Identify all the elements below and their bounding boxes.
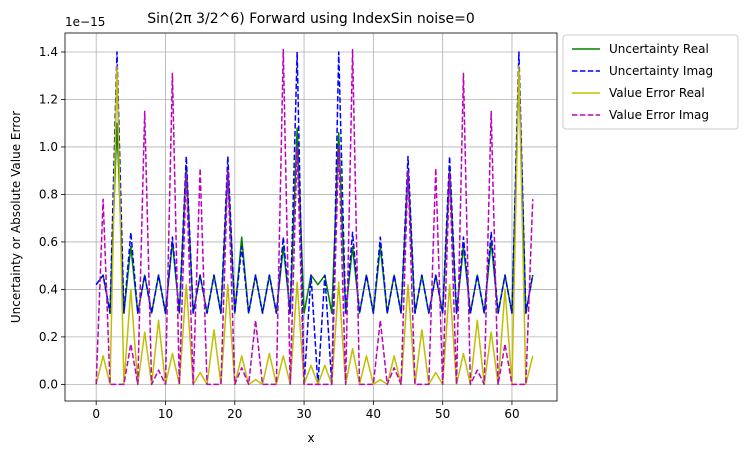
x-tick-label: 40 — [366, 407, 381, 421]
legend-label: Value Error Imag — [609, 108, 709, 122]
chart-title: Sin(2π 3/2^6) Forward using IndexSin noi… — [147, 11, 475, 27]
y-tick-label: 0.8 — [39, 187, 58, 201]
plot-frame — [64, 32, 558, 402]
legend-label: Uncertainty Imag — [609, 64, 713, 78]
x-tick-label: 30 — [296, 407, 311, 421]
x-tick-label: 60 — [504, 407, 519, 421]
y-axis-ticks: 0.0 0.2 0.4 0.6 0.8 1.0 1.2 1.4 — [39, 45, 65, 391]
series-group — [95, 48, 534, 386]
legend-label: Value Error Real — [609, 86, 705, 100]
y-tick-label: 1.2 — [39, 92, 58, 106]
series-line-1 — [95, 51, 534, 386]
x-tick-label: 10 — [158, 407, 173, 421]
y-tick-label: 1.4 — [39, 45, 58, 59]
legend-label: Uncertainty Real — [609, 42, 709, 56]
y-tick-label: 0.6 — [39, 235, 58, 249]
x-tick-label: 20 — [227, 407, 242, 421]
y-tick-label: 0.4 — [39, 282, 58, 296]
x-axis-label: x — [307, 431, 314, 445]
y-axis-offset-label: 1e−15 — [65, 15, 105, 29]
series-line-3 — [95, 48, 534, 386]
x-tick-label: 50 — [435, 407, 450, 421]
legend: Uncertainty Real Uncertainty Imag Value Er… — [562, 34, 739, 130]
y-tick-label: 0.2 — [39, 330, 58, 344]
legend-box — [562, 34, 739, 130]
x-axis-ticks: 0 10 20 30 40 50 60 — [92, 401, 520, 421]
series-line-2 — [95, 65, 534, 386]
y-tick-label: 0.0 — [39, 377, 58, 391]
y-axis-label: Uncertainty or Absolute Value Error — [9, 111, 23, 323]
x-tick-label: 0 — [92, 407, 100, 421]
y-tick-label: 1.0 — [39, 140, 58, 154]
